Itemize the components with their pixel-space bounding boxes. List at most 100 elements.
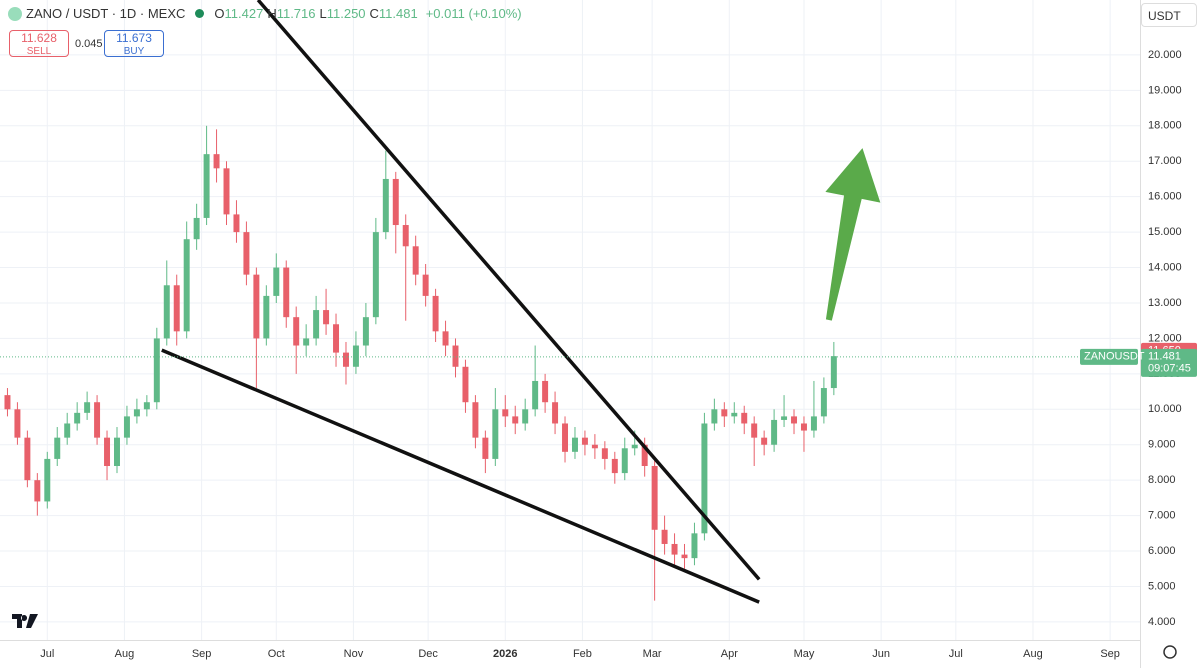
- x-tick-label: Apr: [721, 648, 738, 660]
- ohlc-key: C: [369, 6, 379, 21]
- candle-body: [402, 225, 409, 247]
- tv-logo: [12, 614, 38, 628]
- candle-body: [133, 409, 140, 417]
- ohlc-value: 11.716: [276, 6, 316, 21]
- candle-body: [542, 380, 549, 403]
- change: +0.011 (+0.10%): [425, 6, 522, 21]
- candle-body: [741, 412, 748, 424]
- candle-body: [621, 448, 628, 474]
- ohlc-value: 11.427: [224, 6, 264, 21]
- x-tick-label: 2026: [493, 648, 517, 660]
- last-price-label: 11.481: [1148, 351, 1181, 363]
- currency-button[interactable]: USDT: [1141, 3, 1197, 27]
- y-tick-label: 18.000: [1148, 120, 1182, 132]
- x-tick-label: Jul: [40, 648, 54, 660]
- candle-body: [24, 437, 31, 481]
- candle-body: [362, 317, 369, 346]
- candle-body: [581, 437, 588, 445]
- countdown: 09:07:45: [1148, 363, 1191, 375]
- candle-body: [611, 458, 618, 474]
- spread: 0.045: [75, 38, 103, 50]
- trendline: [256, 0, 761, 581]
- candle-body: [223, 168, 230, 215]
- y-tick-label: 5.000: [1148, 580, 1176, 592]
- x-tick-label: May: [794, 648, 815, 660]
- candle-body: [562, 423, 569, 452]
- sell-price: 11.628: [21, 31, 57, 45]
- candle-body: [810, 416, 817, 431]
- candle-body: [482, 437, 489, 459]
- y-tick-label: 17.000: [1148, 155, 1182, 167]
- y-tick-label: 14.000: [1148, 261, 1182, 273]
- candle-body: [830, 356, 837, 389]
- x-tick-label: Sep: [1100, 648, 1120, 660]
- candle-body: [114, 437, 120, 467]
- candle-body: [820, 388, 827, 417]
- y-tick-label: 20.000: [1148, 49, 1182, 61]
- candle-body: [800, 423, 807, 431]
- candle-body: [751, 423, 758, 438]
- arrow: [825, 148, 881, 321]
- candle-body: [452, 345, 459, 367]
- candle-body: [641, 444, 648, 467]
- sell-label: SELL: [26, 46, 52, 57]
- candle-body: [143, 402, 150, 410]
- candle-body: [492, 409, 499, 459]
- candle-body: [701, 423, 708, 534]
- ohlc: O11.427 H11.716 L11.250 C11.481: [214, 6, 421, 21]
- candle-body: [253, 274, 260, 339]
- y-tick-label: 9.000: [1148, 439, 1176, 451]
- candle-body: [243, 232, 250, 275]
- candle-body: [422, 274, 429, 296]
- candle-body: [84, 402, 91, 413]
- y-tick-label: 15.000: [1148, 226, 1182, 238]
- candle-body: [691, 533, 698, 559]
- candle-body: [711, 409, 718, 424]
- candle-body: [412, 246, 419, 275]
- trendline: [161, 348, 760, 604]
- candle-body: [313, 310, 320, 339]
- candle-body: [512, 416, 519, 424]
- sell-button[interactable]: 11.628 SELL: [9, 30, 69, 57]
- candle-body: [263, 295, 270, 339]
- x-tick-label: Mar: [643, 648, 662, 660]
- candle-body: [104, 437, 111, 467]
- candle-body: [333, 324, 340, 353]
- candle-body: [372, 232, 379, 318]
- ohlc-key: O: [214, 6, 225, 21]
- status-dot: [195, 9, 205, 18]
- candle-body: [163, 285, 170, 339]
- candle-body: [273, 267, 280, 296]
- x-tick-label: Aug: [1023, 648, 1043, 660]
- symbol[interactable]: ZANO / USDT · 1D · MEXC: [26, 6, 186, 21]
- x-tick-label: Jun: [872, 648, 890, 660]
- candle-body: [671, 543, 678, 555]
- symbol-tag-label: ZANOUSDT: [1084, 351, 1145, 363]
- candle-body: [432, 295, 439, 332]
- buy-label: BUY: [123, 46, 145, 57]
- y-tick-label: 6.000: [1148, 545, 1176, 557]
- candle-body: [532, 380, 539, 410]
- candle-body: [681, 554, 688, 559]
- candle-body: [293, 317, 300, 346]
- candle-body: [323, 310, 330, 325]
- candle-body: [601, 448, 608, 459]
- candle-body: [791, 416, 798, 424]
- candle-body: [771, 419, 778, 445]
- candle-body: [502, 409, 509, 417]
- x-tick-label: Dec: [418, 648, 438, 660]
- y-tick-label: 16.000: [1148, 191, 1182, 203]
- y-tick-label: 8.000: [1148, 474, 1176, 486]
- candle-body: [761, 437, 768, 445]
- buy-button[interactable]: 11.673 BUY: [104, 30, 164, 57]
- candle-body: [352, 345, 359, 367]
- candle-body: [382, 178, 389, 233]
- candle-body: [721, 409, 728, 417]
- y-tick-label: 13.000: [1148, 297, 1182, 309]
- candle-body: [203, 154, 210, 218]
- coin-icon: [8, 6, 22, 21]
- symbol-tag: [1080, 348, 1138, 365]
- candle-body: [233, 214, 240, 233]
- candle-body: [472, 402, 479, 438]
